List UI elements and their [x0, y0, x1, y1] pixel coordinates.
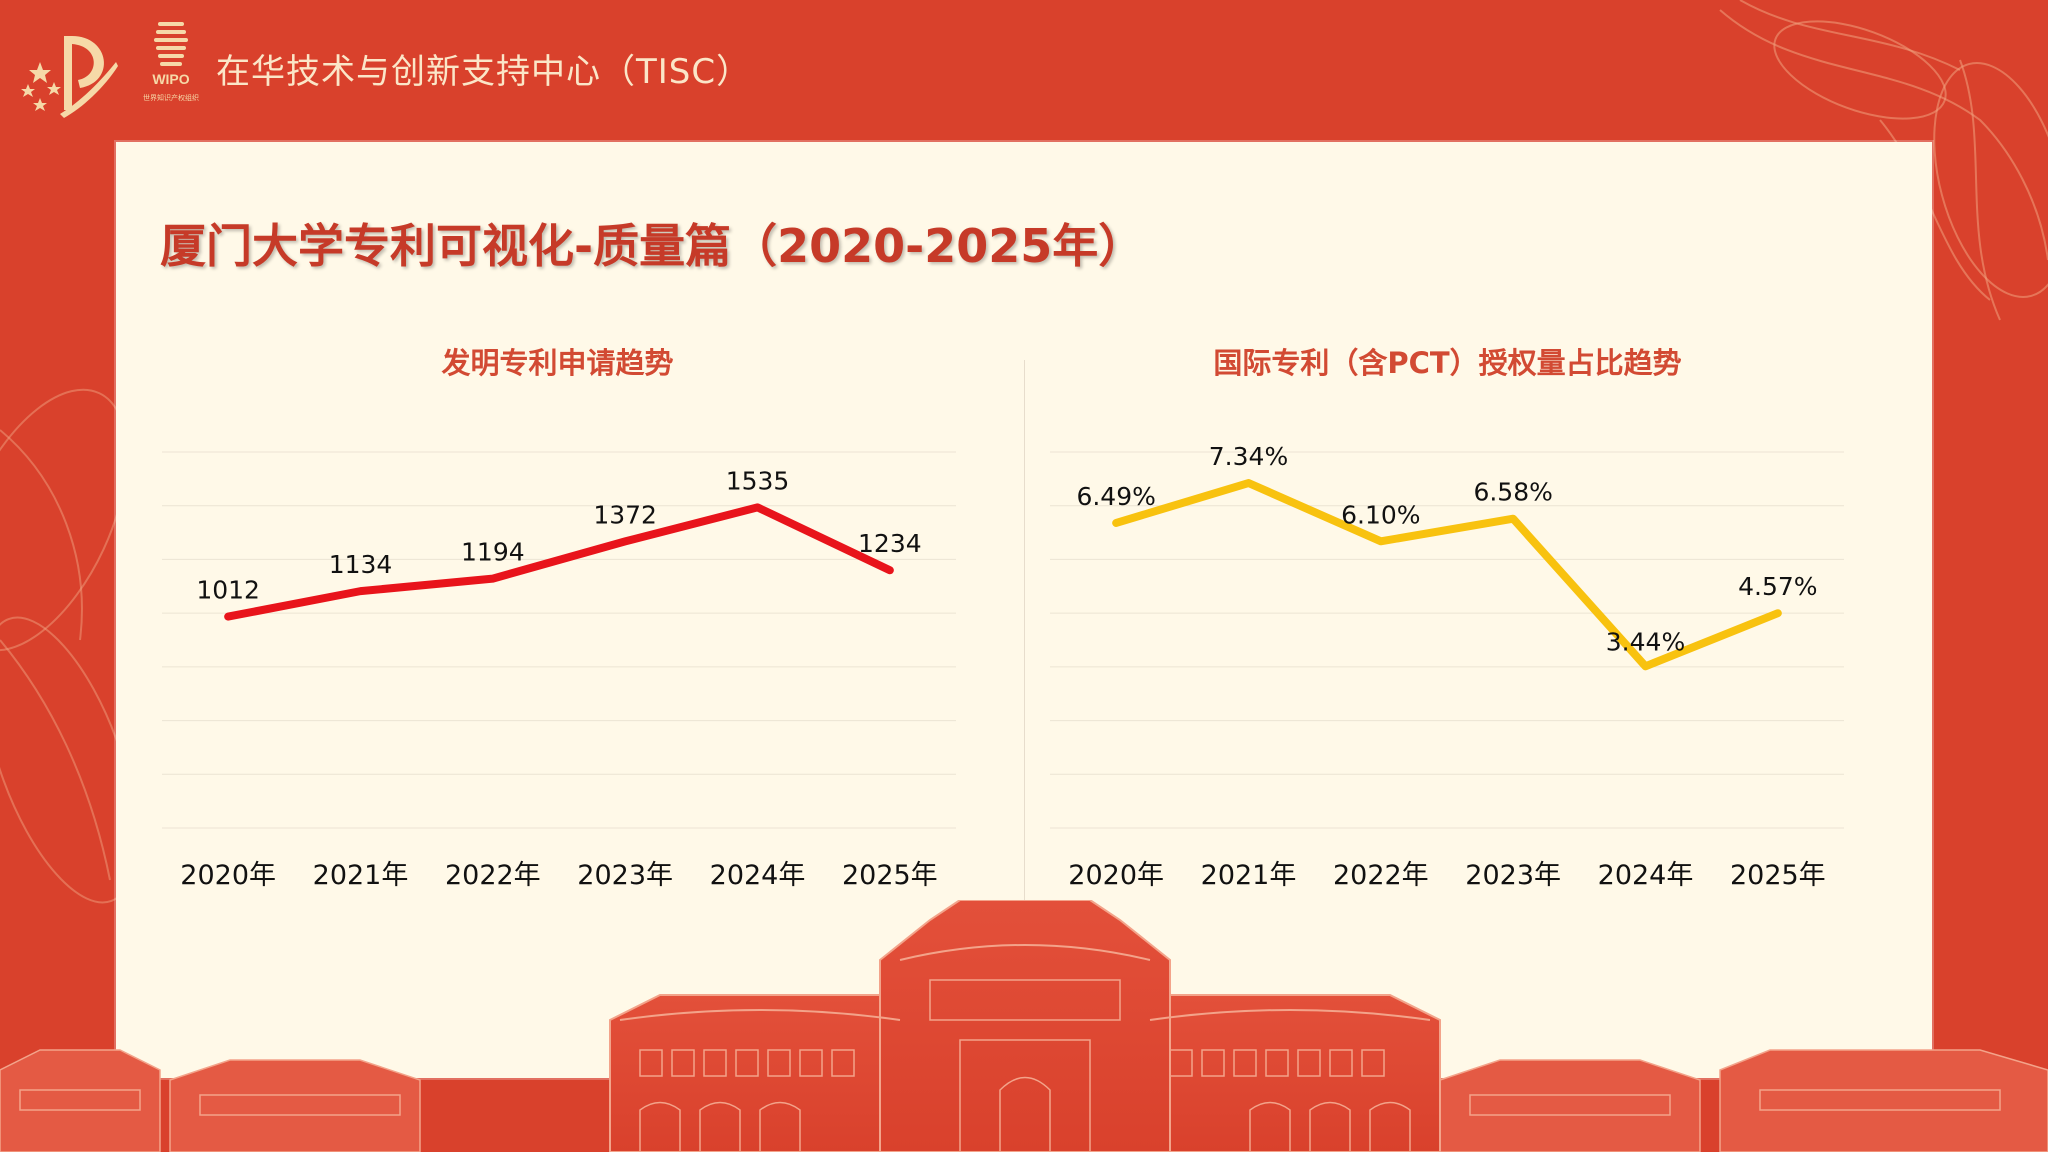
- data-label: 1012: [196, 576, 260, 605]
- data-label: 1372: [593, 500, 657, 529]
- data-label: 4.57%: [1738, 572, 1817, 601]
- x-tick-label: 2023年: [1465, 860, 1561, 891]
- x-tick-label: 2021年: [313, 860, 409, 891]
- data-label: 6.10%: [1341, 500, 1420, 529]
- x-tick-label: 2022年: [1333, 860, 1429, 891]
- series-line: [224, 503, 894, 621]
- x-tick-label: 2022年: [445, 860, 541, 891]
- data-point: [491, 577, 494, 580]
- x-tick-label: 2025年: [1730, 860, 1826, 891]
- x-tick-label: 2024年: [710, 860, 806, 891]
- data-point: [1379, 540, 1382, 543]
- data-point: [1115, 521, 1118, 524]
- data-label: 6.49%: [1076, 482, 1155, 511]
- x-tick-label: 2025年: [842, 860, 938, 891]
- data-point: [1247, 482, 1250, 485]
- wipo-logo-text: WIPO: [152, 71, 189, 87]
- data-point: [1512, 517, 1515, 520]
- data-point: [624, 540, 627, 543]
- x-tick-label: 2020年: [180, 860, 276, 891]
- building-skyline-decoration: [0, 900, 2048, 1152]
- series-line: [1112, 479, 1782, 671]
- data-point: [888, 569, 891, 572]
- org-title: 在华技术与创新支持中心（TISC）: [216, 52, 752, 92]
- x-tick-label: 2020年: [1068, 860, 1164, 891]
- data-point: [1776, 612, 1779, 615]
- data-label: 7.34%: [1209, 442, 1288, 471]
- x-tick-label: 2021年: [1201, 860, 1297, 891]
- data-label: 6.58%: [1473, 478, 1552, 507]
- chart-title-international: 国际专利（含PCT）授权量占比趋势: [1213, 346, 1682, 380]
- data-label: 1134: [329, 550, 393, 579]
- x-tick-label: 2023年: [577, 860, 673, 891]
- header: WIPO 世界知识产权组织 在华技术与创新支持中心（TISC）: [0, 0, 2048, 140]
- data-point: [1644, 665, 1647, 668]
- chart-title-invention: 发明专利申请趋势: [441, 346, 674, 380]
- chart-divider: [1024, 360, 1025, 910]
- data-label: 1194: [461, 538, 525, 567]
- data-point: [227, 615, 230, 618]
- cnipa-logo-icon: [21, 36, 118, 118]
- page-title: 厦门大学专利可视化-质量篇（2020-2025年）: [160, 219, 1145, 273]
- wipo-logo-icon: WIPO 世界知识产权组织: [143, 22, 199, 102]
- wipo-logo-subtext: 世界知识产权组织: [143, 93, 199, 102]
- data-point: [359, 590, 362, 593]
- x-tick-label: 2024年: [1598, 860, 1694, 891]
- data-label: 1234: [858, 529, 922, 558]
- data-label: 3.44%: [1606, 627, 1685, 656]
- data-point: [756, 506, 759, 509]
- data-label: 1535: [726, 466, 790, 495]
